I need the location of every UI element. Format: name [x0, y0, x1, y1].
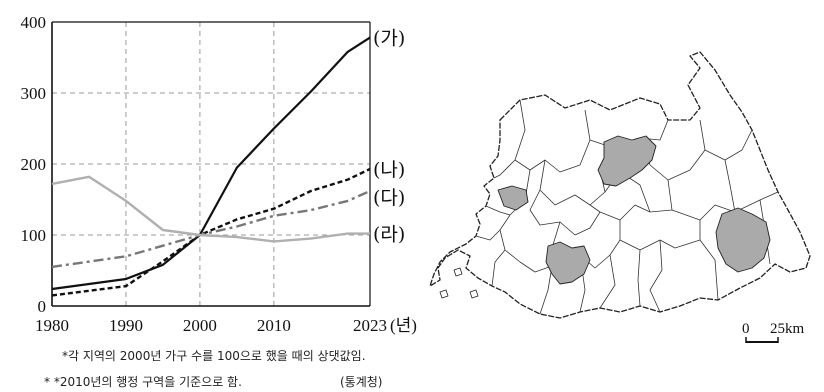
y-tick-label-400: 400 — [21, 13, 47, 32]
series-label-3: (다) — [373, 187, 405, 209]
x-tick-label-2010: 2010 — [257, 316, 291, 335]
highlight-district-north — [597, 135, 657, 187]
line-chart: 0 100 200 300 400 1980 1990 2000 2010 2023 (년) (… — [21, 13, 417, 335]
series-label-2: (나) — [373, 159, 405, 181]
series-line-4 — [51, 175, 370, 243]
series-label-4: (라) — [373, 224, 405, 246]
x-tick-label-1980: 1980 — [35, 316, 69, 335]
islands — [439, 267, 479, 299]
series-line-1 — [51, 36, 371, 291]
map-outline — [429, 51, 811, 319]
highlight-district-south — [545, 241, 591, 285]
series-line-3 — [51, 189, 371, 269]
scale-zero-label: 0 — [742, 321, 750, 337]
region-map — [429, 51, 811, 319]
footnote-1: *각 지역의 2000년 가구 수를 100으로 했을 때의 상댓값임. — [62, 349, 366, 363]
x-tick-label-1990: 1990 — [109, 316, 143, 335]
series-labels: (가) (나) (다) (라) — [373, 28, 405, 246]
highlight-district-west — [497, 185, 529, 211]
x-unit-label: (년) — [390, 316, 417, 335]
axes — [51, 21, 371, 307]
x-tick-label-2023: 2023 — [353, 316, 387, 335]
grid-lines — [52, 22, 370, 306]
y-tick-label-300: 300 — [21, 84, 47, 103]
scale-distance-label: 25km — [770, 321, 805, 337]
source-label: (통계청) — [340, 375, 382, 389]
series-line-2 — [51, 167, 371, 297]
footnote-2: * *2010년의 행정 구역을 기준으로 함. — [44, 374, 242, 389]
y-tick-labels: 0 100 200 300 400 — [21, 13, 47, 316]
highlighted-districts — [497, 135, 771, 285]
series-lines — [51, 36, 371, 297]
y-tick-label-100: 100 — [21, 226, 47, 245]
map-scale-bar: 0 25km — [742, 321, 805, 343]
y-tick-label-200: 200 — [21, 155, 47, 174]
y-tick-label-0: 0 — [38, 297, 47, 316]
series-label-1: (가) — [373, 28, 405, 50]
x-tick-label-2000: 2000 — [183, 316, 217, 335]
x-tick-labels: 1980 1990 2000 2010 2023 — [35, 316, 387, 335]
highlight-district-east — [715, 207, 771, 273]
footnotes: *각 지역의 2000년 가구 수를 100으로 했을 때의 상댓값임. * *… — [44, 349, 382, 389]
